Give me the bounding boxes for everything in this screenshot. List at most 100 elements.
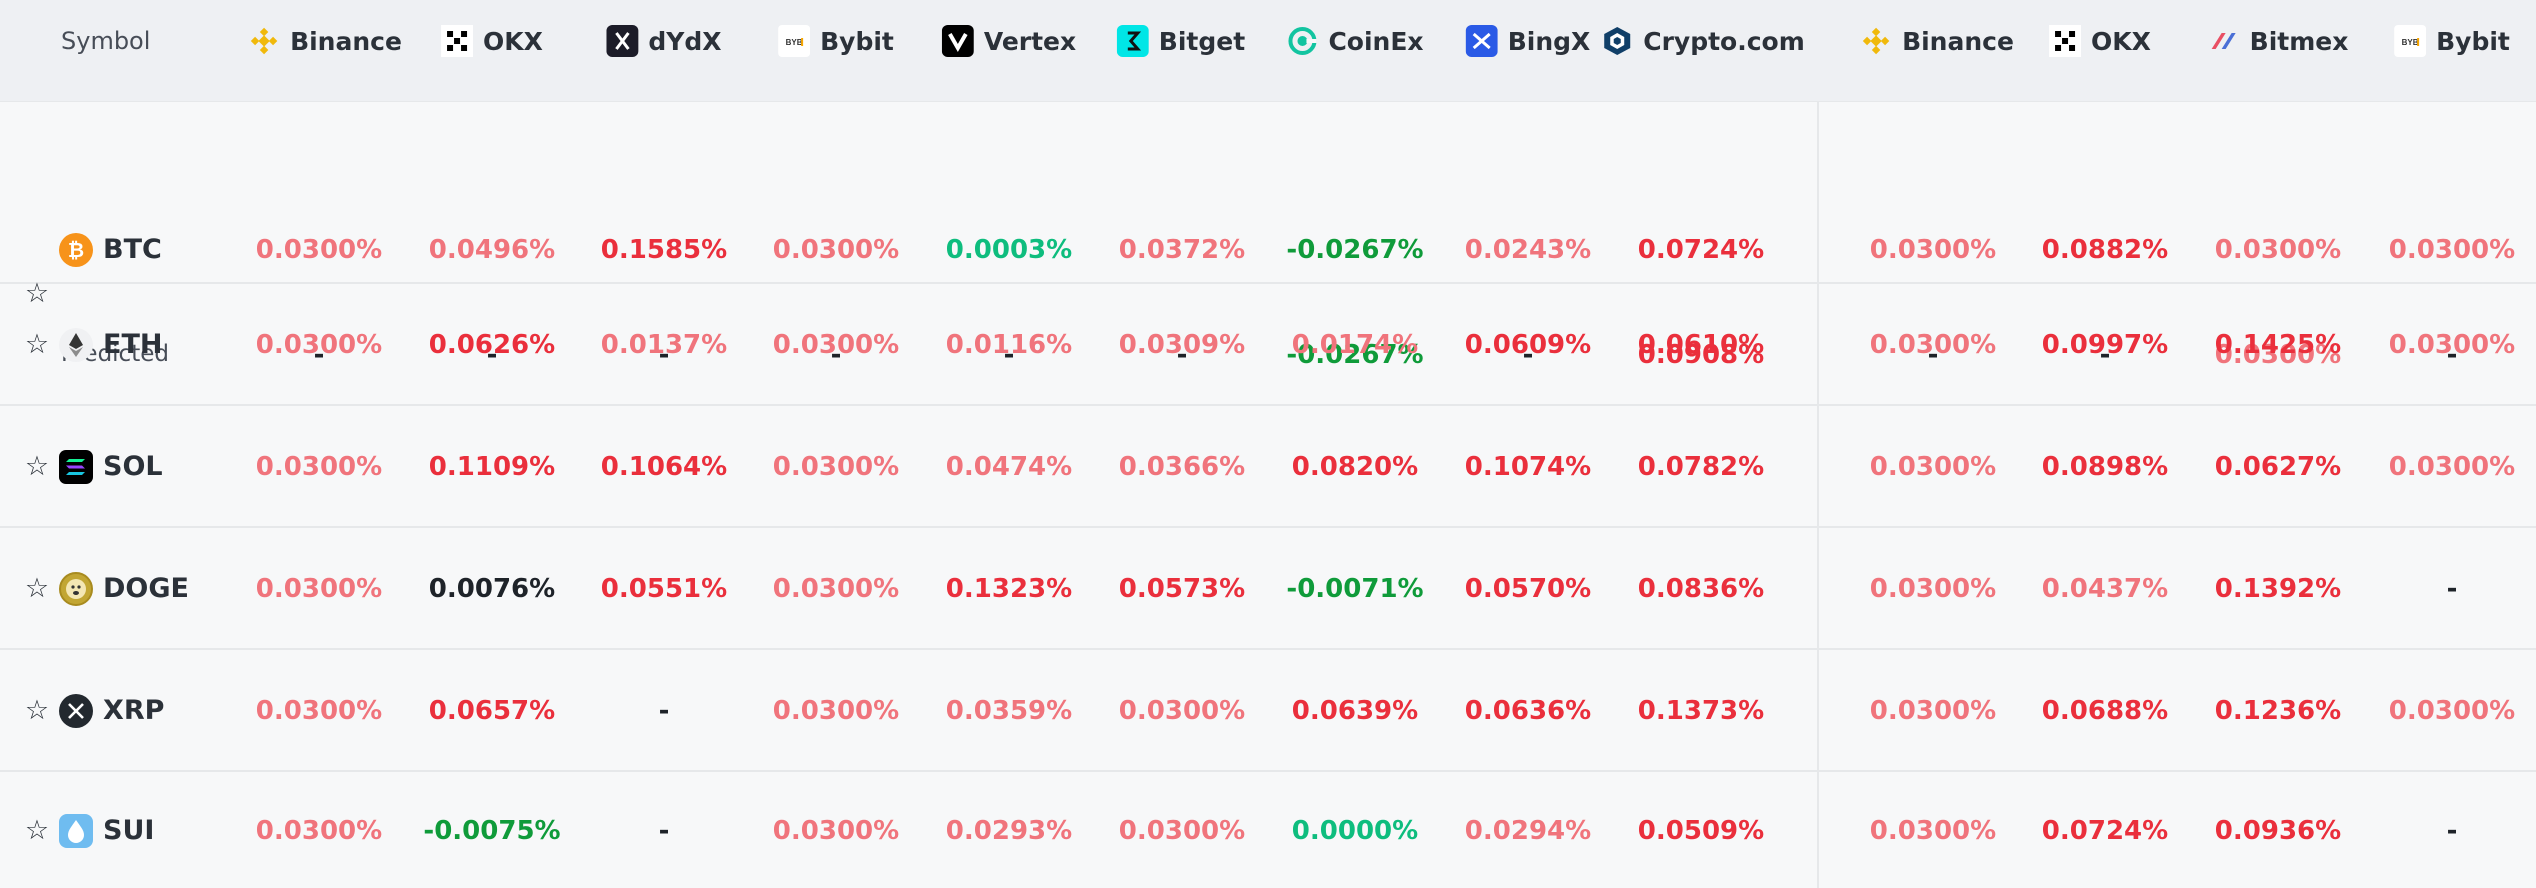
funding-rate-cell[interactable]: 0.1074% bbox=[1464, 452, 1592, 482]
funding-rate-cell[interactable]: 0.0782% bbox=[1637, 452, 1765, 482]
funding-rate-cell[interactable]: 0.0300% bbox=[772, 330, 900, 360]
funding-rate-cell[interactable]: - bbox=[2446, 574, 2458, 604]
funding-rate-cell[interactable]: 0.0174% bbox=[1291, 330, 1419, 360]
funding-rate-cell[interactable]: 0.1585% bbox=[600, 235, 728, 265]
funding-rate-cell[interactable]: 0.0293% bbox=[945, 816, 1073, 846]
funding-rate-cell[interactable]: 0.0898% bbox=[2041, 452, 2169, 482]
predicted-rate-cell[interactable]: - bbox=[1522, 340, 1534, 370]
funding-rate-cell[interactable]: 0.0724% bbox=[2041, 816, 2169, 846]
funding-rate-cell[interactable]: -0.0071% bbox=[1286, 574, 1424, 604]
funding-rate-cell[interactable]: 0.0570% bbox=[1464, 574, 1592, 604]
funding-rate-cell[interactable]: 0.0003% bbox=[945, 235, 1073, 265]
funding-rate-cell[interactable]: 0.0496% bbox=[428, 235, 556, 265]
funding-rate-cell[interactable]: 0.0474% bbox=[945, 452, 1073, 482]
funding-rate-cell[interactable]: 0.0359% bbox=[945, 696, 1073, 726]
funding-rate-cell[interactable]: 0.0609% bbox=[1464, 330, 1592, 360]
funding-rate-cell[interactable]: 0.0243% bbox=[1464, 235, 1592, 265]
exchange-header-coinex[interactable]: CoinEx bbox=[1286, 24, 1424, 58]
funding-rate-cell[interactable]: 0.0300% bbox=[772, 816, 900, 846]
symbol-column-header[interactable]: Symbol bbox=[61, 27, 151, 55]
funding-rate-cell[interactable]: 0.0657% bbox=[428, 696, 556, 726]
predicted-rate-cell[interactable]: 0.0300% bbox=[2214, 340, 2342, 370]
funding-rate-cell[interactable]: 0.1236% bbox=[2214, 696, 2342, 726]
funding-rate-cell[interactable]: 0.0300% bbox=[2388, 235, 2516, 265]
predicted-rate-cell[interactable]: - bbox=[830, 340, 842, 370]
funding-rate-cell[interactable]: 0.0116% bbox=[945, 330, 1073, 360]
funding-rate-cell[interactable]: 0.0820% bbox=[1291, 452, 1419, 482]
symbol-name[interactable]: DOGE bbox=[103, 573, 189, 604]
funding-rate-cell[interactable]: 0.0300% bbox=[1118, 816, 1246, 846]
symbol-name[interactable]: XRP bbox=[103, 695, 165, 726]
favorite-star-icon[interactable]: ☆ bbox=[24, 451, 50, 482]
exchange-header-bitmex[interactable]: Bitmex bbox=[2208, 24, 2348, 58]
funding-rate-cell[interactable]: 0.0300% bbox=[255, 452, 383, 482]
funding-rate-cell[interactable]: 0.0997% bbox=[2041, 330, 2169, 360]
funding-rate-cell[interactable]: 0.0573% bbox=[1118, 574, 1246, 604]
table-row-doge[interactable]: ☆ DOGE 0.0300% 0.0076% 0.0551% 0.0300% 0.1323%… bbox=[0, 528, 2536, 650]
exchange-header-binance[interactable]: Binance bbox=[248, 24, 402, 58]
predicted-rate-cell[interactable]: 0.0908% bbox=[1637, 340, 1765, 370]
funding-rate-cell[interactable]: 0.0936% bbox=[2214, 816, 2342, 846]
predicted-rate-cell[interactable]: - bbox=[1003, 340, 1015, 370]
table-row-eth[interactable]: ☆ ETH 0.0300% 0.0626% 0.0137% 0.0300% 0.0116% 0… bbox=[0, 284, 2536, 406]
funding-rate-cell[interactable]: 0.1392% bbox=[2214, 574, 2342, 604]
predicted-rate-cell[interactable]: - bbox=[2446, 340, 2458, 370]
funding-rate-cell[interactable]: 0.0300% bbox=[1869, 816, 1997, 846]
funding-rate-cell[interactable]: 0.0366% bbox=[1118, 452, 1246, 482]
table-row-xrp[interactable]: ☆ XRP 0.0300% 0.0657% - 0.0300% 0.0359% 0.0300%… bbox=[0, 650, 2536, 772]
funding-rate-cell[interactable]: - bbox=[658, 816, 670, 846]
funding-rate-cell[interactable]: 0.0300% bbox=[1869, 452, 1997, 482]
funding-rate-cell[interactable]: 0.0076% bbox=[428, 574, 556, 604]
exchange-header-bybit[interactable]: BYB Bybit bbox=[2394, 24, 2510, 58]
funding-rate-cell[interactable]: 0.0836% bbox=[1637, 574, 1765, 604]
predicted-rate-cell[interactable]: - bbox=[313, 340, 325, 370]
funding-rate-cell[interactable]: 0.0000% bbox=[1291, 816, 1419, 846]
table-row-btc[interactable]: ☆ ₿ BTC 0.0300% 0.0496% 0.1585% 0.0300% 0.0003%… bbox=[0, 102, 2536, 370]
exchange-header-bitget[interactable]: Bitget bbox=[1116, 24, 1245, 58]
favorite-star-icon[interactable]: ☆ bbox=[24, 695, 50, 726]
funding-rate-cell[interactable]: 0.0551% bbox=[600, 574, 728, 604]
funding-rate-cell[interactable]: 0.0294% bbox=[1464, 816, 1592, 846]
symbol-name[interactable]: ETH bbox=[103, 329, 163, 360]
funding-rate-cell[interactable]: 0.0300% bbox=[2388, 452, 2516, 482]
funding-rate-cell[interactable]: 0.0300% bbox=[255, 330, 383, 360]
funding-rate-cell[interactable]: 0.0626% bbox=[428, 330, 556, 360]
funding-rate-cell[interactable]: 0.0300% bbox=[2388, 696, 2516, 726]
symbol-name[interactable]: BTC bbox=[103, 234, 162, 265]
predicted-rate-cell[interactable]: - bbox=[1927, 340, 1939, 370]
funding-rate-cell[interactable]: 0.1064% bbox=[600, 452, 728, 482]
table-row-sol[interactable]: ☆ SOL 0.0300% 0.1109% 0.1064% 0.0300% 0.0474% 0… bbox=[0, 406, 2536, 528]
funding-rate-cell[interactable]: 0.0300% bbox=[772, 452, 900, 482]
funding-rate-cell[interactable]: 0.0300% bbox=[255, 235, 383, 265]
funding-rate-cell[interactable]: 0.0437% bbox=[2041, 574, 2169, 604]
symbol-name[interactable]: SOL bbox=[103, 451, 163, 482]
favorite-star-icon[interactable]: ☆ bbox=[24, 573, 50, 604]
predicted-rate-cell[interactable]: - bbox=[1176, 340, 1188, 370]
funding-rate-cell[interactable]: 0.0300% bbox=[772, 235, 900, 265]
exchange-header-bingx[interactable]: BingX bbox=[1465, 24, 1590, 58]
funding-rate-cell[interactable]: 0.0300% bbox=[1118, 696, 1246, 726]
exchange-header-crypto-com[interactable]: Crypto.com bbox=[1601, 24, 1805, 58]
funding-rate-cell[interactable]: - bbox=[658, 696, 670, 726]
exchange-header-vertex[interactable]: Vertex bbox=[941, 24, 1076, 58]
funding-rate-cell[interactable]: 0.0639% bbox=[1291, 696, 1419, 726]
funding-rate-cell[interactable]: 0.1109% bbox=[428, 452, 556, 482]
funding-rate-cell[interactable]: 0.0300% bbox=[772, 574, 900, 604]
table-row-sui[interactable]: ☆ SUI 0.0300% -0.0075% - 0.0300% 0.0293% 0.0300… bbox=[0, 772, 2536, 888]
funding-rate-cell[interactable]: - bbox=[2446, 816, 2458, 846]
funding-rate-cell[interactable]: 0.0882% bbox=[2041, 235, 2169, 265]
funding-rate-cell[interactable]: 0.0300% bbox=[255, 816, 383, 846]
predicted-rate-cell[interactable]: - bbox=[658, 340, 670, 370]
exchange-header-bybit[interactable]: BYB Bybit bbox=[778, 24, 894, 58]
funding-rate-cell[interactable]: 0.0509% bbox=[1637, 816, 1765, 846]
funding-rate-cell[interactable]: 0.0137% bbox=[600, 330, 728, 360]
favorite-star-icon[interactable]: ☆ bbox=[24, 278, 50, 309]
funding-rate-cell[interactable]: 0.0627% bbox=[2214, 452, 2342, 482]
exchange-header-binance[interactable]: Binance bbox=[1860, 24, 2014, 58]
funding-rate-cell[interactable]: -0.0075% bbox=[423, 816, 561, 846]
funding-rate-cell[interactable]: 0.0300% bbox=[255, 696, 383, 726]
predicted-rate-cell[interactable]: -0.0267% bbox=[1286, 340, 1424, 370]
symbol-name[interactable]: SUI bbox=[103, 815, 155, 846]
funding-rate-cell[interactable]: 0.0309% bbox=[1118, 330, 1246, 360]
funding-rate-cell[interactable]: 0.0300% bbox=[1869, 574, 1997, 604]
